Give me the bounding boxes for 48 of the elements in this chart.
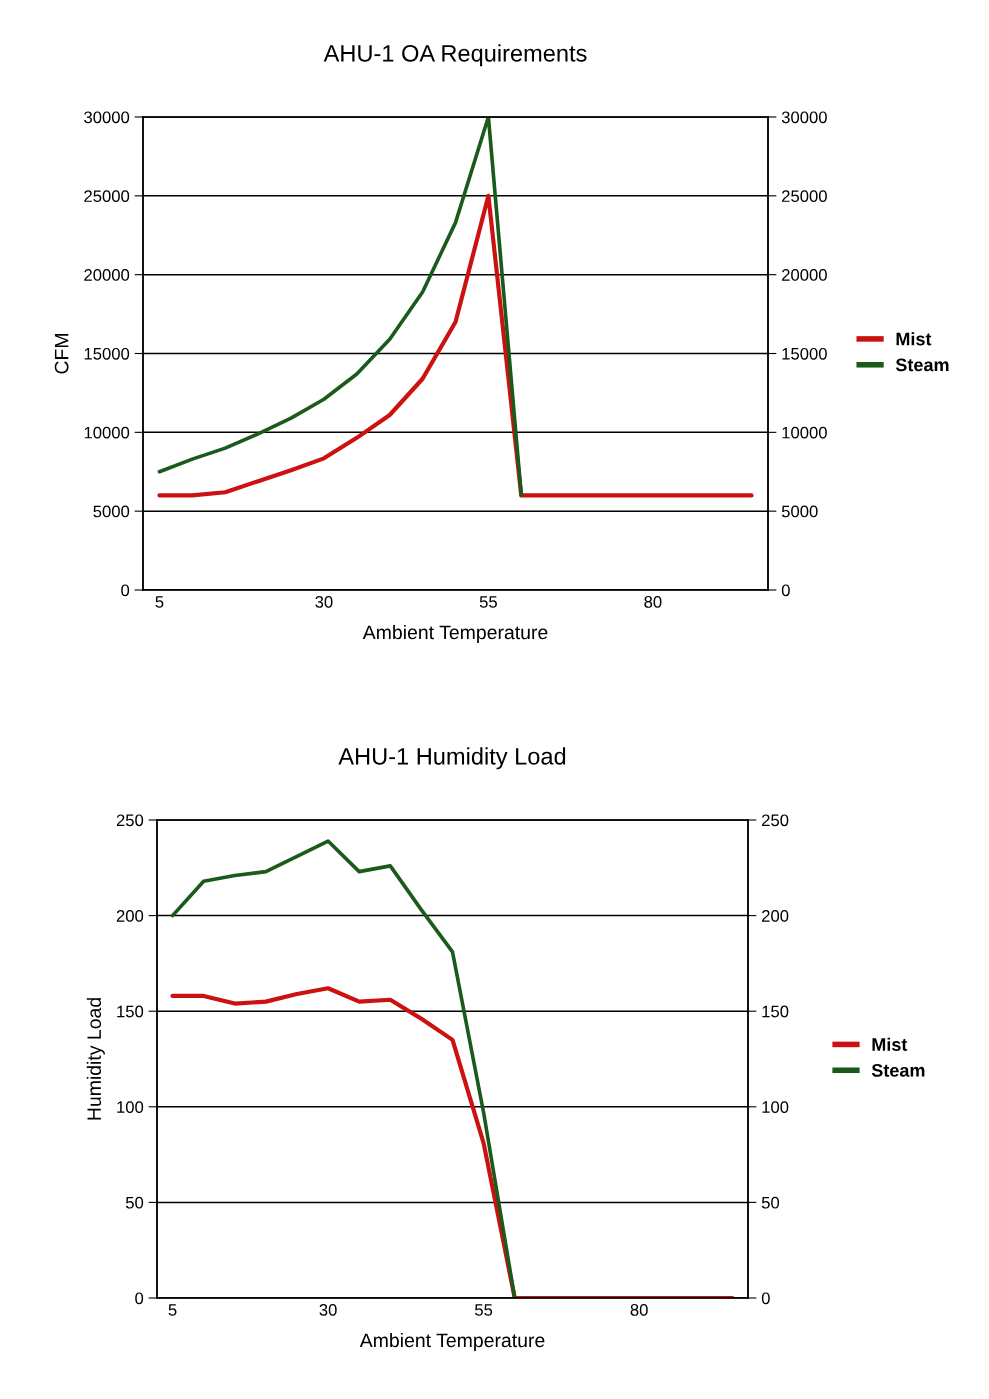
y2-tick-label: 30000 (781, 111, 827, 124)
legend-label: Steam (895, 358, 949, 372)
line-series (157, 117, 524, 498)
x-tick-label: 55 (479, 596, 497, 608)
y-tick-label: 250 (116, 814, 144, 827)
y2-tick-label: 0 (761, 1292, 770, 1305)
chart-title: AHU-1 Humidity Load (338, 747, 566, 770)
y2-tick-label: 150 (762, 1005, 789, 1018)
y-tick-label: 200 (116, 910, 144, 922)
y-tick-label: 100 (117, 1101, 144, 1113)
y-tick-label: 10000 (84, 426, 130, 439)
x-tick-label: 55 (475, 1304, 493, 1316)
y-tick-label: 25000 (84, 190, 130, 203)
y2-tick-label: 20000 (782, 269, 827, 281)
y-tick-label: 5000 (93, 505, 130, 518)
y2-tick-label: 25000 (782, 190, 827, 203)
y2-tick-label: 5000 (781, 505, 818, 518)
y-tick-label: 50 (125, 1196, 144, 1209)
line-series (157, 193, 754, 498)
x-tick-label: 5 (168, 1304, 177, 1316)
x-axis-title: Ambient Temperature (362, 624, 548, 644)
y2-tick-label: 200 (762, 910, 789, 922)
y-tick-label: 20000 (84, 269, 130, 281)
y2-tick-label: 50 (761, 1196, 780, 1209)
x-tick-label: 30 (319, 1304, 337, 1316)
x-tick-label: 80 (644, 596, 662, 608)
y-tick-label: 30000 (84, 111, 130, 124)
legend-label: Steam (871, 1063, 925, 1077)
y2-tick-label: 0 (781, 584, 790, 597)
legend-label: Mist (872, 1037, 908, 1051)
y-tick-label: 150 (117, 1005, 144, 1018)
legend-label: Mist (896, 332, 932, 346)
y2-tick-label: 250 (762, 814, 789, 827)
y-axis-title: CFM (54, 334, 69, 374)
y-tick-label: 0 (121, 584, 130, 597)
y-axis-title: Humidity Load (86, 998, 105, 1120)
chart-title: AHU-1 OA Requirements (323, 44, 587, 67)
line-series (170, 986, 735, 1298)
line-series (170, 839, 517, 1298)
y-tick-label: 0 (135, 1292, 144, 1305)
x-axis-title: Ambient Temperature (359, 1332, 545, 1352)
y2-tick-label: 10000 (782, 426, 827, 439)
y2-tick-label: 15000 (782, 347, 827, 360)
x-tick-label: 5 (155, 596, 164, 608)
x-tick-label: 30 (315, 596, 333, 608)
y-tick-label: 15000 (84, 347, 130, 360)
x-tick-label: 80 (630, 1304, 648, 1316)
y2-tick-label: 100 (762, 1101, 789, 1113)
